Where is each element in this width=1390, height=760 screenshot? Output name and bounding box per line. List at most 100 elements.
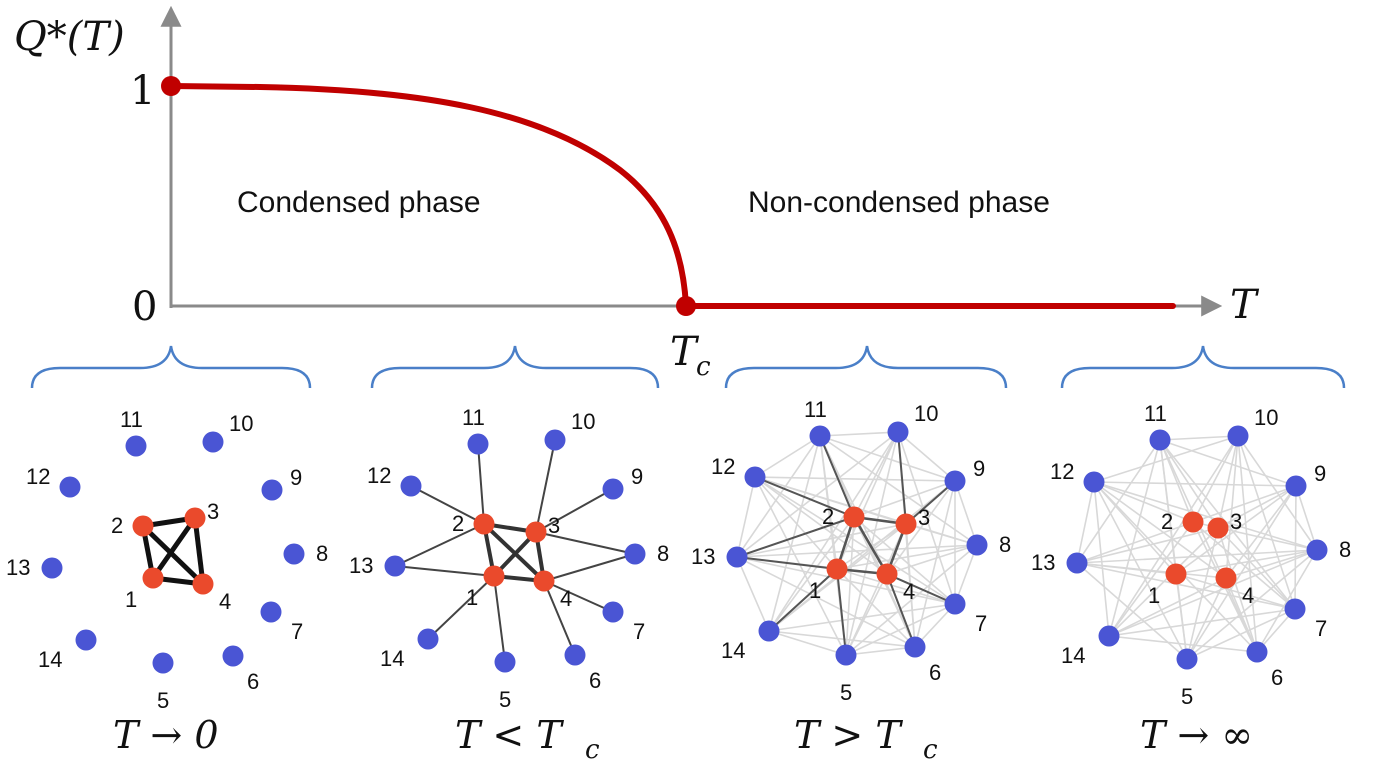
periphery-node (602, 478, 624, 500)
core-node (826, 558, 848, 580)
network-edge-periphery (905, 480, 956, 525)
node-label: 4 (903, 579, 915, 604)
network-edge-light (1108, 435, 1239, 637)
network-edge-light (1192, 435, 1239, 523)
network-edge-light (1175, 485, 1297, 575)
network-edge-periphery (886, 573, 956, 605)
network-edge-light (1093, 435, 1239, 483)
network-edge-light (845, 646, 916, 656)
periphery-node (966, 534, 988, 556)
network-edge-light (914, 480, 956, 648)
network-edge-light (768, 630, 847, 656)
node-label: 10 (571, 409, 595, 434)
periphery-node (904, 636, 926, 658)
node-label: 12 (1050, 459, 1074, 484)
svg-text:c: c (923, 735, 938, 760)
network-edge-light (845, 603, 956, 656)
node-label: 5 (499, 687, 511, 712)
node-label: 13 (6, 555, 30, 580)
network-edge-light (768, 603, 956, 632)
network-edge-light (1076, 562, 1296, 610)
core-node (132, 515, 154, 537)
network-edge-periphery (493, 575, 506, 663)
network-edge-light (819, 431, 899, 437)
node-label: 5 (157, 688, 169, 713)
network-edge-light (736, 556, 916, 648)
node-label: 9 (631, 464, 643, 489)
network-edge-light (1217, 527, 1258, 653)
network-edge-light (754, 476, 838, 570)
network-edge-light (736, 523, 907, 558)
network-edge-light (836, 568, 956, 605)
periphery-node (887, 421, 909, 443)
periphery-node (494, 651, 516, 673)
node-label: 4 (560, 586, 572, 611)
svg-text:T: T (670, 329, 700, 375)
network-edge-light (1225, 485, 1297, 579)
condensed-phase-label: Condensed phase (237, 186, 481, 219)
network-edge-periphery (836, 568, 847, 656)
core-node (876, 563, 898, 585)
order-parameter-curve (168, 83, 1176, 309)
caption-panel-1: T → 0 (113, 713, 219, 757)
periphery-node (1066, 552, 1088, 574)
network-edge-light (754, 476, 888, 575)
core-node (1207, 517, 1229, 539)
network-edge-light (1295, 485, 1318, 551)
network-edge-light (754, 476, 956, 605)
node-label: 3 (918, 505, 930, 530)
network-edge-light (1159, 435, 1239, 441)
brace-1 (30, 345, 312, 389)
node-label: 6 (589, 668, 601, 693)
network-edge-light (768, 480, 956, 632)
periphery-node (283, 543, 305, 565)
node-label: 11 (462, 405, 485, 430)
core-node (895, 513, 917, 535)
network-edge-light (754, 435, 821, 478)
periphery-node (564, 644, 586, 666)
periphery-node (1176, 648, 1198, 670)
network-edge-light (1093, 481, 1297, 487)
network-edge-light (1076, 549, 1318, 564)
periphery-node (1285, 475, 1307, 497)
network-edge-periphery (768, 568, 838, 632)
periphery-node (75, 629, 97, 651)
node-label: 14 (38, 647, 62, 672)
network-edge-light (1108, 608, 1296, 637)
brace-4 (1060, 345, 1346, 389)
network-edge-periphery (543, 553, 636, 582)
svg-text:T → ∞: T → ∞ (1140, 713, 1253, 757)
node-label: 6 (247, 669, 259, 694)
node-label: 8 (1339, 537, 1351, 562)
core-node (192, 573, 214, 595)
svg-text:c: c (585, 735, 600, 760)
periphery-node (261, 479, 283, 501)
network-edge-periphery (543, 580, 614, 613)
node-label: 1 (1148, 583, 1160, 608)
periphery-node (809, 425, 831, 447)
periphery-node (467, 433, 489, 455)
periphery-node (544, 429, 566, 451)
network-edge-light (1175, 573, 1296, 610)
network-edge-light (736, 435, 821, 558)
node-label: 6 (929, 660, 941, 685)
periphery-node (222, 645, 244, 667)
node-label: 11 (120, 407, 143, 432)
network-edge-light (836, 431, 899, 570)
network-edge-periphery (410, 485, 485, 525)
non-condensed-phase-label: Non-condensed phase (748, 186, 1050, 219)
node-label: 7 (975, 611, 987, 636)
network-edge-light (1175, 549, 1318, 575)
network-edge-periphery (886, 573, 916, 648)
node-label: 10 (1254, 405, 1278, 430)
periphery-node (1149, 429, 1171, 451)
network-edge-core (140, 523, 206, 587)
core-node (843, 506, 865, 528)
node-label: 7 (291, 619, 303, 644)
periphery-node (624, 543, 646, 565)
network-edge-light (886, 544, 978, 575)
network-edge-light (754, 476, 978, 546)
network-edge-light (736, 556, 956, 605)
periphery-node (260, 601, 282, 623)
